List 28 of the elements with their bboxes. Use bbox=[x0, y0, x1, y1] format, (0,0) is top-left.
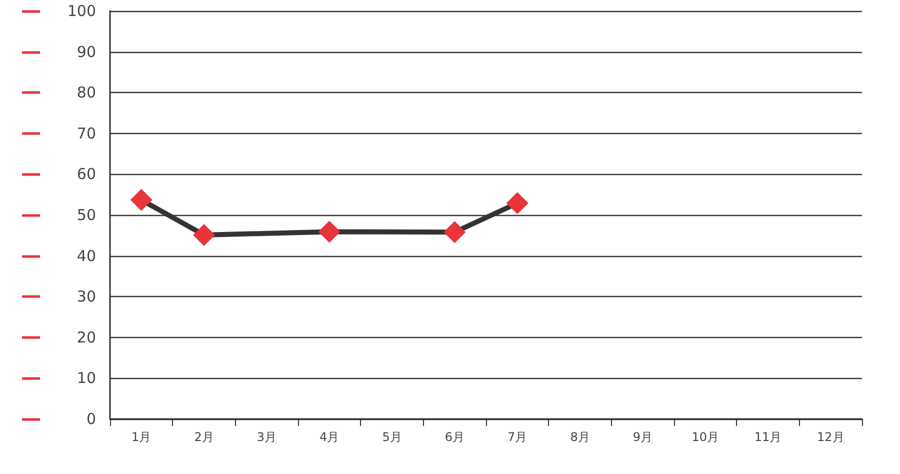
y-tick-label: 80 bbox=[76, 84, 96, 102]
x-tick-label: 2月 bbox=[194, 430, 214, 444]
x-tick-label: 3月 bbox=[256, 430, 276, 444]
point bbox=[193, 224, 215, 246]
x-tick-label: 11月 bbox=[754, 430, 782, 444]
point bbox=[318, 220, 340, 243]
y-tick-label: 0 bbox=[86, 410, 96, 428]
y-tick-label: 40 bbox=[76, 246, 96, 265]
y-tick-label: 90 bbox=[76, 42, 96, 61]
point bbox=[130, 188, 152, 211]
x-tick-label: 5月 bbox=[382, 430, 402, 444]
x-tick-label: 7月 bbox=[508, 430, 528, 444]
x-tick-label: 6月 bbox=[444, 430, 464, 444]
y-tick-label: 100 bbox=[67, 2, 96, 20]
y-tick-label: 20 bbox=[76, 328, 96, 346]
point bbox=[506, 192, 528, 214]
x-tick-label: 10月 bbox=[692, 430, 719, 444]
x-tick-label: 8月 bbox=[570, 430, 590, 444]
y-tick-label: 60 bbox=[76, 165, 96, 184]
x-tick-label: 1月 bbox=[132, 430, 152, 444]
x-tick-label: 9月 bbox=[632, 430, 652, 444]
y-tick-label: 10 bbox=[76, 369, 96, 388]
y-tick-label: 30 bbox=[76, 288, 96, 306]
x-tick-label: 4月 bbox=[320, 430, 340, 444]
point bbox=[444, 221, 466, 244]
x-tick-label: 12月 bbox=[817, 430, 844, 444]
y-tick-label: 50 bbox=[76, 206, 96, 224]
y-tick-label: 70 bbox=[76, 124, 96, 142]
